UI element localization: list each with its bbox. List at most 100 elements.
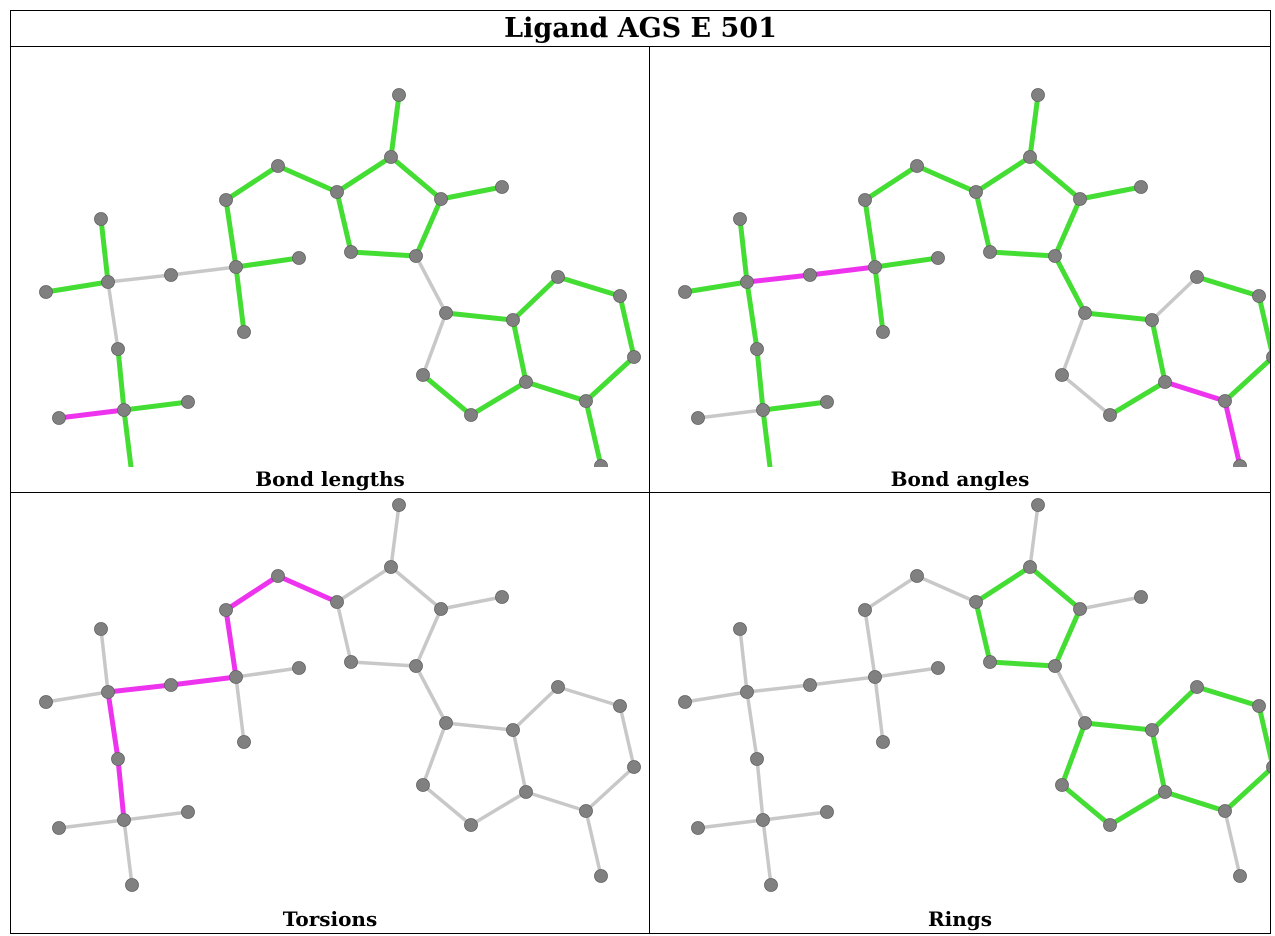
atom — [219, 603, 233, 617]
atom — [495, 590, 509, 604]
atom — [416, 368, 430, 382]
bond-neutral — [1078, 595, 1143, 611]
atom — [39, 695, 53, 709]
atoms — [39, 498, 641, 892]
atom — [1055, 778, 1069, 792]
bond-ok — [555, 274, 623, 299]
bond-ok — [523, 379, 589, 404]
bond-neutral — [873, 675, 885, 744]
bond-ok — [43, 279, 111, 295]
atom — [820, 395, 834, 409]
bond-neutral — [584, 765, 636, 813]
bond-ok — [275, 163, 340, 195]
atom — [1055, 368, 1069, 382]
atom — [101, 275, 115, 289]
atom — [292, 661, 306, 675]
atom — [52, 821, 66, 835]
bond-neutral — [873, 666, 940, 679]
atom — [594, 459, 608, 467]
atom — [229, 670, 243, 684]
atom — [229, 260, 243, 274]
bond-ok — [737, 216, 750, 285]
atom — [551, 270, 565, 284]
bond-ok — [1052, 606, 1083, 669]
bond-ok — [1194, 684, 1262, 709]
bond-ok — [115, 346, 127, 413]
panel-caption: Rings — [927, 907, 992, 931]
atom — [1134, 590, 1148, 604]
atom — [579, 394, 593, 408]
bond-neutral — [349, 660, 418, 668]
atom — [1078, 716, 1092, 730]
bond-ok — [388, 92, 402, 160]
bond-outlier — [223, 607, 239, 680]
bond-neutral — [469, 790, 528, 827]
atom — [1031, 88, 1045, 102]
atom — [969, 595, 983, 609]
atom — [803, 678, 817, 692]
atom — [506, 723, 520, 737]
bond-outlier — [807, 264, 878, 278]
atom — [1218, 394, 1232, 408]
bond-ok — [914, 163, 979, 195]
atom — [764, 878, 778, 892]
atom — [678, 695, 692, 709]
bond-neutral — [122, 818, 134, 887]
bond-neutral — [1060, 373, 1112, 417]
bond-ok — [334, 154, 394, 195]
atom — [733, 212, 747, 226]
bond-outlier — [744, 272, 813, 285]
atom — [344, 245, 358, 259]
bond-ok — [973, 564, 1033, 605]
atom — [181, 805, 195, 819]
atom — [691, 821, 705, 835]
bond-outlier — [1222, 398, 1243, 467]
atom — [434, 602, 448, 616]
bond-neutral — [234, 675, 246, 744]
bond-ok — [754, 346, 766, 413]
bond-ok — [1222, 766, 1270, 814]
atom — [1252, 289, 1266, 303]
atom — [1023, 150, 1037, 164]
atom — [1145, 313, 1159, 327]
bonds — [683, 503, 1270, 887]
bond-ok — [233, 264, 247, 335]
atom — [803, 268, 817, 282]
atom — [237, 325, 251, 339]
atom — [1031, 498, 1045, 512]
bond-neutral — [738, 627, 749, 694]
atom — [439, 716, 453, 730]
atom — [111, 752, 125, 766]
bond-neutral — [335, 600, 353, 664]
bond-ok — [1149, 317, 1168, 385]
bond-outlier — [275, 573, 340, 605]
atom — [750, 752, 764, 766]
bond-neutral — [915, 574, 978, 604]
bond-ok — [1149, 727, 1168, 795]
bond-neutral — [696, 408, 765, 420]
atom — [330, 595, 344, 609]
atom — [969, 185, 983, 199]
bond-outlier — [56, 407, 127, 421]
bond-neutral — [524, 790, 588, 813]
bond-neutral — [57, 818, 126, 830]
bond-neutral — [389, 565, 443, 611]
bond-ok — [1149, 684, 1200, 733]
atom — [519, 785, 533, 799]
atom — [434, 192, 448, 206]
bond-ok — [223, 197, 239, 270]
bond-ok — [617, 293, 637, 360]
bond-ok — [468, 379, 529, 418]
bond-neutral — [761, 818, 773, 887]
bonds — [682, 92, 1270, 467]
atom — [1158, 375, 1172, 389]
bond-ok — [973, 154, 1033, 195]
bond-neutral — [44, 690, 110, 704]
bond-neutral — [761, 810, 829, 822]
bond-neutral — [863, 574, 919, 612]
atom — [858, 603, 872, 617]
atom — [1048, 659, 1062, 673]
atom — [409, 249, 423, 263]
atom — [111, 342, 125, 356]
atoms — [678, 88, 1270, 467]
